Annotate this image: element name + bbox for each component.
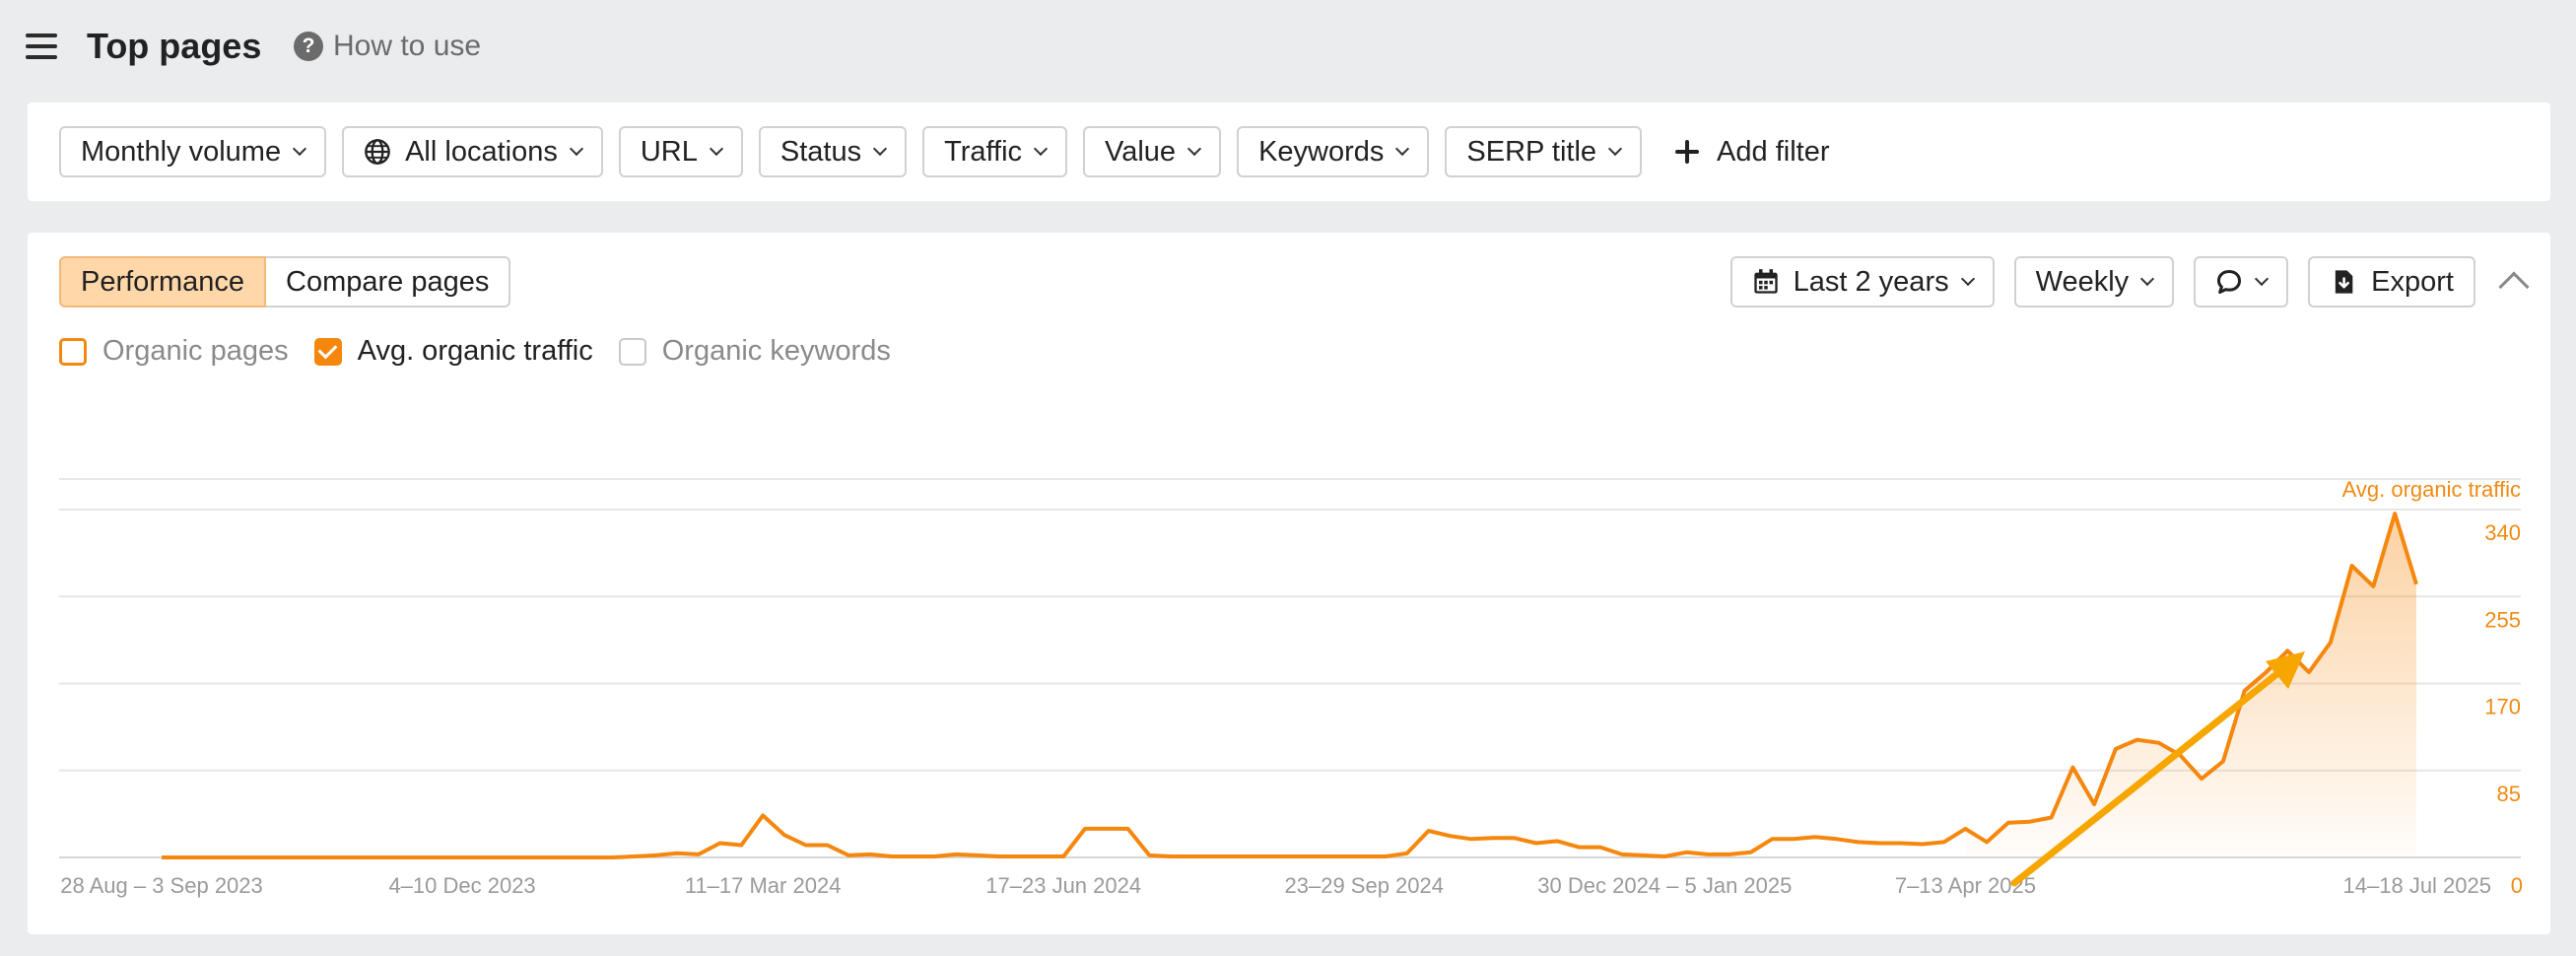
y-tick-label: 340 (2484, 520, 2521, 545)
chevron-up-icon[interactable] (2498, 271, 2530, 303)
y-tick-label: 255 (2484, 607, 2521, 632)
x-tick-label: 14–18 Jul 2025 (2343, 873, 2491, 898)
trend-arrow-line (2010, 656, 2298, 887)
avg-organic-traffic-label: Avg. organic traffic (357, 335, 593, 367)
tab-compare-pages[interactable]: Compare pages (266, 256, 511, 307)
chart-toolbar: Last 2 years Weekly Export (1711, 256, 2475, 307)
page-title: Top pages (87, 26, 262, 66)
value-label: Value (1105, 135, 1177, 168)
export-button[interactable]: Export (2308, 256, 2475, 307)
performance-card: Performance Compare pages Last 2 years W… (28, 233, 2550, 934)
legend-organic-keywords[interactable]: Organic keywords (618, 335, 891, 368)
locations-label: All locations (405, 135, 558, 168)
y-axis-ticks: 0 85 170 255 340 (2484, 520, 2523, 898)
y-tick-label: 85 (2497, 782, 2521, 806)
serp-title-label: SERP title (1466, 135, 1597, 168)
y-tick-label: 170 (2484, 695, 2521, 719)
x-tick-label: 23–29 Sep 2024 (1285, 873, 1445, 898)
chevron-down-icon (2255, 271, 2270, 287)
interval-label: Weekly (2035, 265, 2130, 298)
chevron-down-icon (1607, 141, 1623, 157)
chevron-down-icon (569, 141, 583, 157)
status-label: Status (780, 135, 862, 168)
organic-pages-label: Organic pages (102, 335, 289, 367)
y-axis-title: Avg. organic traffic (2342, 477, 2521, 502)
serp-title-dropdown[interactable]: SERP title (1445, 126, 1643, 177)
x-tick-label: 17–23 Jun 2024 (985, 873, 1141, 898)
how-to-use-label: How to use (333, 30, 482, 62)
traffic-line (162, 512, 2418, 859)
add-filter-label: Add filter (1717, 135, 1830, 168)
value-dropdown[interactable]: Value (1083, 126, 1222, 177)
calendar-icon (1753, 269, 1778, 294)
legend-avg-organic-traffic[interactable]: Avg. organic traffic (313, 335, 593, 368)
view-toggle: Performance Compare pages (59, 256, 511, 307)
download-icon (2336, 270, 2353, 294)
keywords-dropdown[interactable]: Keywords (1237, 126, 1430, 177)
checkbox-avg-organic-traffic[interactable] (313, 337, 342, 366)
x-tick-label: 4–10 Dec 2023 (388, 873, 535, 898)
chevron-down-icon (1960, 271, 1975, 287)
trend-arrow-annotation (2010, 651, 2305, 887)
traffic-chart: 28 Aug – 3 Sep 2023 4–10 Dec 2023 11–17 Ma… (59, 477, 2523, 898)
plus-icon (1675, 140, 1700, 164)
date-range-dropdown[interactable]: Last 2 years (1729, 256, 1995, 307)
monthly-volume-dropdown[interactable]: Monthly volume (59, 126, 327, 177)
chevron-down-icon (1033, 141, 1049, 157)
date-range-label: Last 2 years (1793, 265, 1949, 298)
x-tick-label: 11–17 Mar 2024 (685, 873, 842, 898)
export-label: Export (2371, 265, 2454, 298)
tab-performance[interactable]: Performance (59, 256, 267, 307)
help-icon: ? (294, 32, 323, 61)
status-dropdown[interactable]: Status (758, 126, 908, 177)
annotations-dropdown[interactable] (2194, 256, 2289, 307)
menu-icon[interactable] (26, 34, 57, 61)
comment-icon (2217, 269, 2242, 295)
keywords-label: Keywords (1258, 135, 1385, 168)
top-bar: Top pages ? How to use (0, 0, 2576, 95)
add-filter-button[interactable]: Add filter (1675, 135, 1830, 169)
chevron-down-icon (1395, 141, 1410, 157)
x-axis-ticks: 28 Aug – 3 Sep 2023 4–10 Dec 2023 11–17 Ma… (60, 873, 2491, 898)
interval-dropdown[interactable]: Weekly (2013, 256, 2175, 307)
chevron-down-icon (709, 141, 723, 157)
chevron-down-icon (1187, 141, 1202, 157)
filter-bar: Monthly volume All locations URL Status … (28, 102, 2550, 201)
monthly-volume-label: Monthly volume (81, 135, 282, 168)
checkbox-organic-keywords[interactable] (618, 337, 646, 366)
globe-icon (365, 139, 390, 165)
x-tick-label: 28 Aug – 3 Sep 2023 (60, 873, 263, 898)
checkbox-organic-pages[interactable] (59, 337, 87, 366)
chevron-down-icon (293, 141, 307, 157)
y-tick-label: 0 (2511, 873, 2523, 898)
traffic-area (1965, 513, 2416, 857)
x-tick-label: 30 Dec 2024 – 5 Jan 2025 (1537, 873, 1792, 898)
trend-arrow-head (2266, 651, 2305, 689)
locations-dropdown[interactable]: All locations (342, 126, 603, 177)
url-label: URL (640, 135, 698, 168)
series-legend: Organic pages Avg. organic traffic Organ… (59, 335, 916, 368)
chevron-down-icon (873, 141, 888, 157)
legend-organic-pages[interactable]: Organic pages (59, 335, 289, 368)
how-to-use-link[interactable]: ? How to use (294, 30, 481, 63)
url-dropdown[interactable]: URL (618, 126, 743, 177)
chevron-down-icon (2140, 271, 2155, 287)
traffic-dropdown[interactable]: Traffic (922, 126, 1068, 177)
traffic-label: Traffic (944, 135, 1023, 168)
organic-keywords-label: Organic keywords (661, 335, 891, 367)
